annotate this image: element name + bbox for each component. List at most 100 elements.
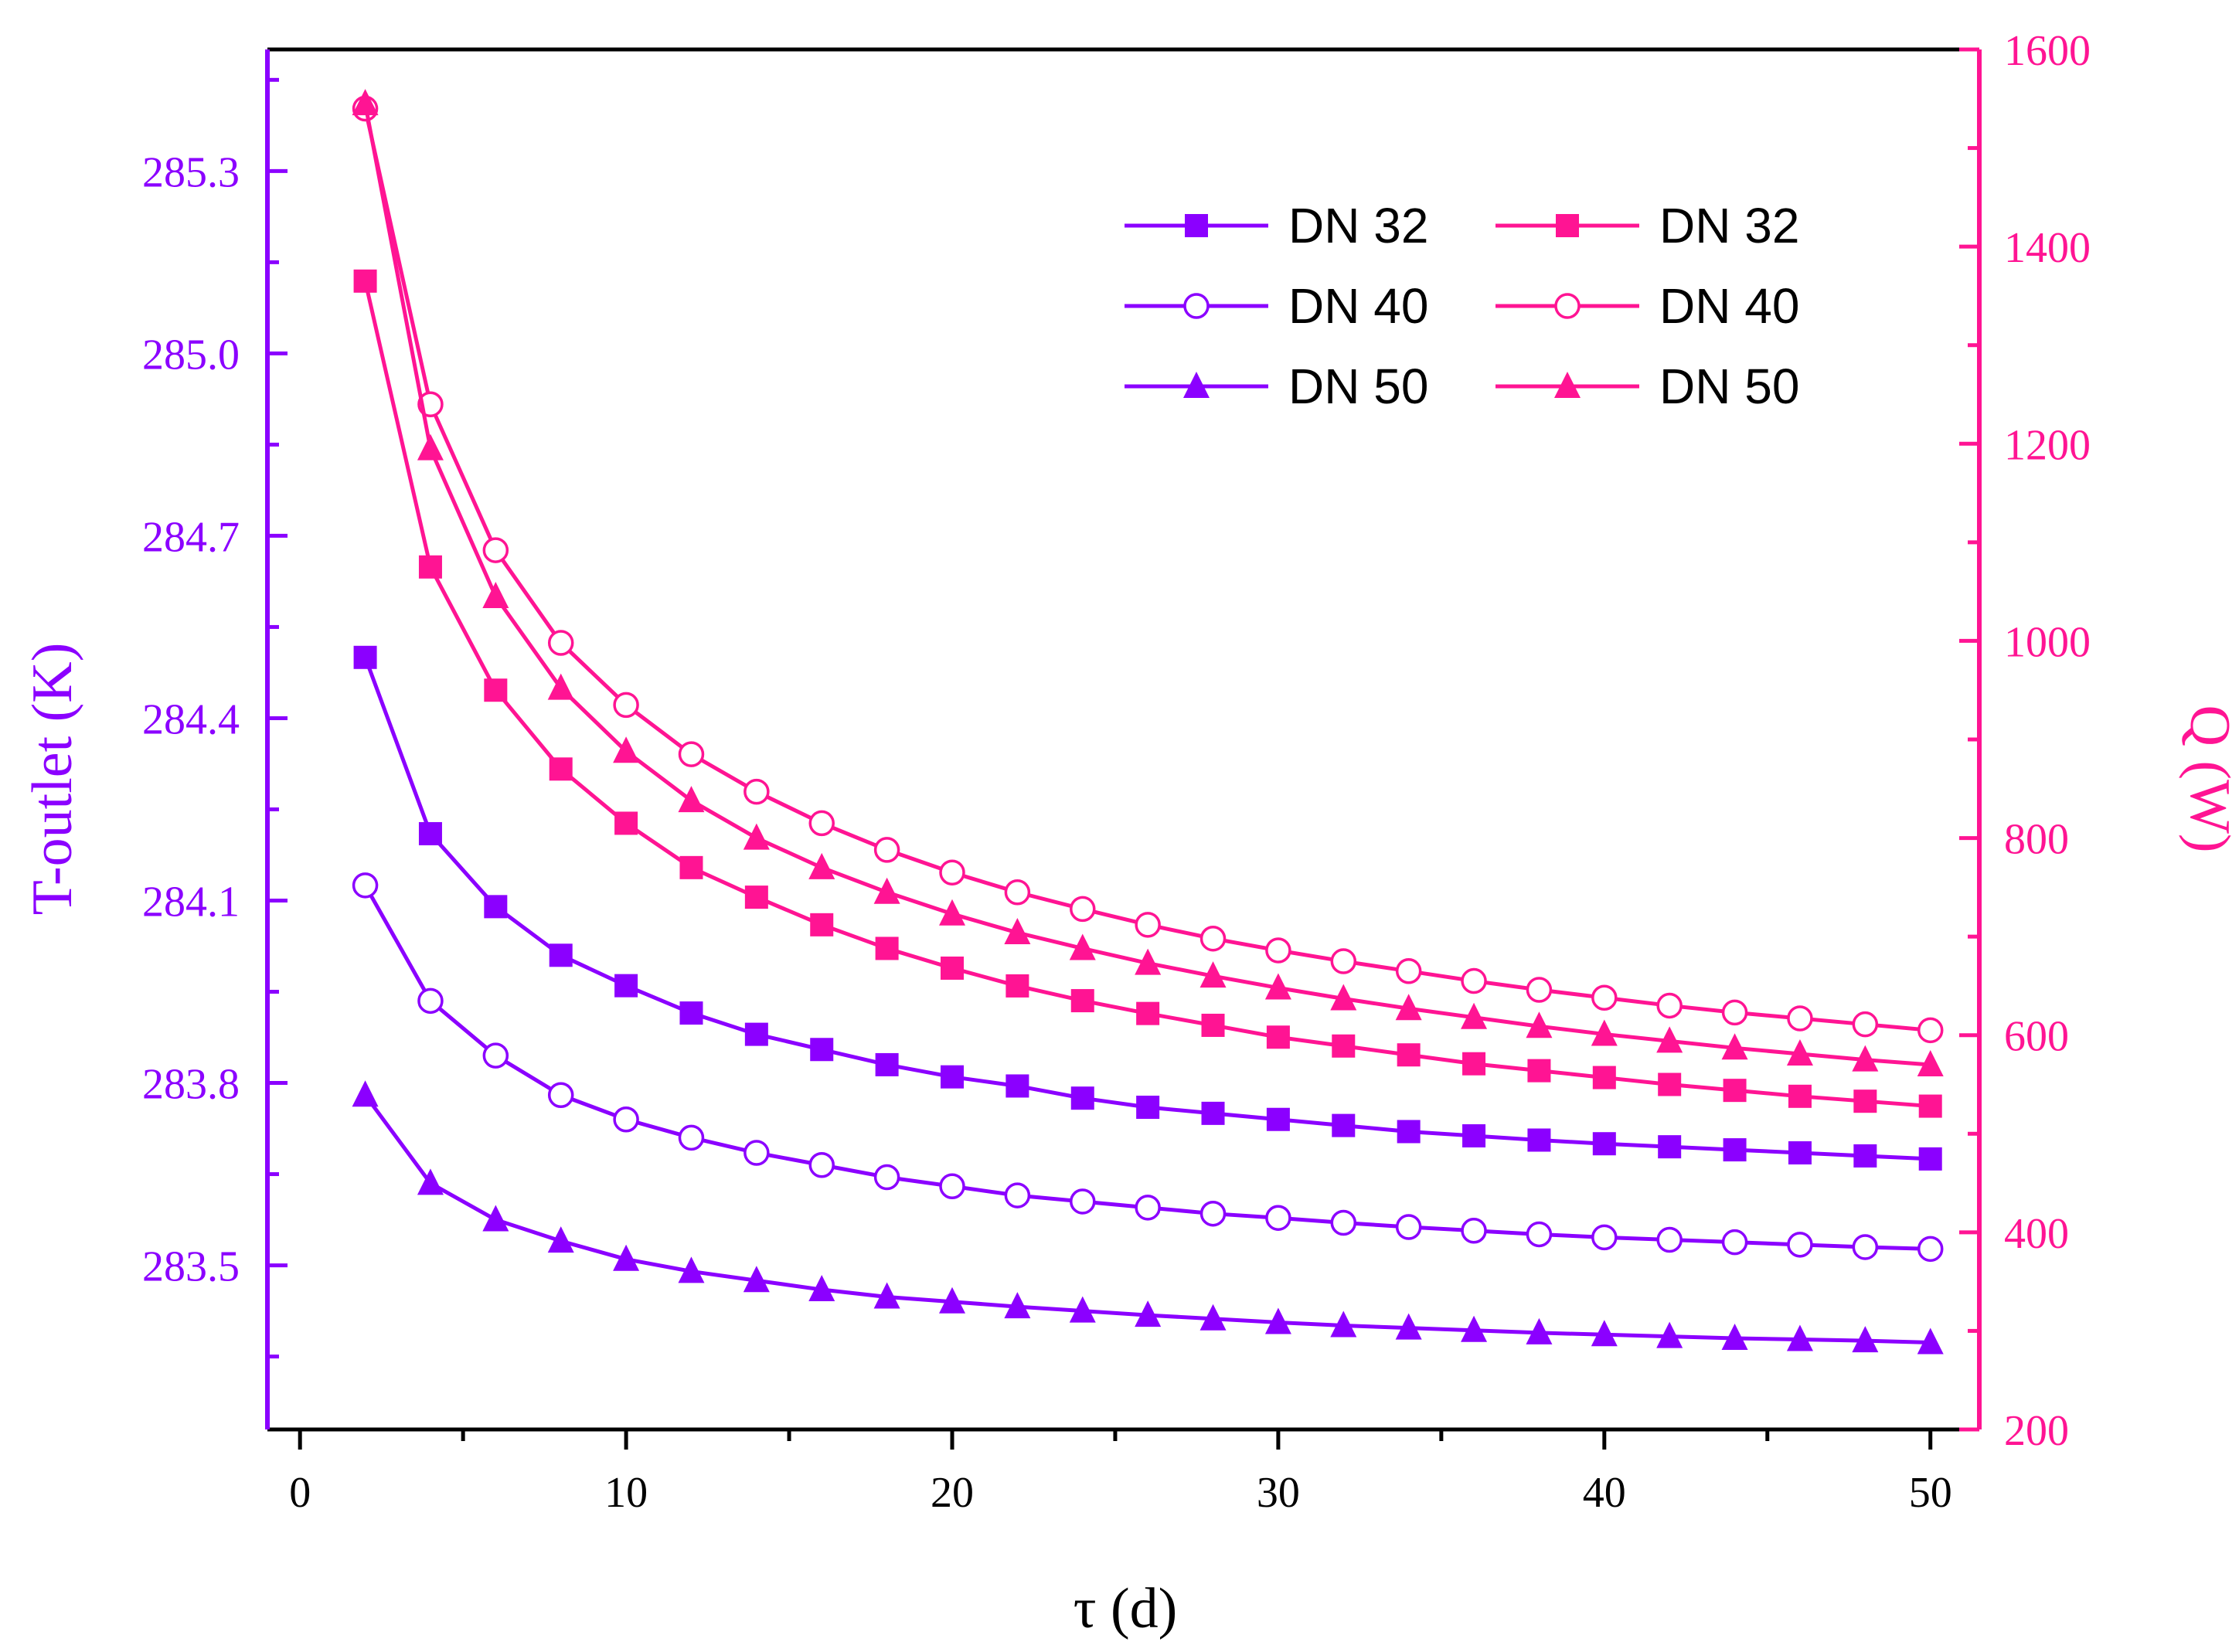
data-point (1461, 1315, 1488, 1342)
data-point (417, 433, 444, 461)
y-right-tick-label: 200 (2004, 1407, 2069, 1455)
data-point (1917, 1327, 1944, 1355)
x-tick-label: 30 (1257, 1469, 1300, 1517)
legend-label: DN 32 (1659, 198, 1799, 253)
data-point (352, 89, 379, 116)
data-point (482, 1205, 509, 1232)
data-point (1852, 1045, 1879, 1072)
data-point (1462, 1052, 1486, 1076)
legend-marker (1183, 293, 1210, 319)
series-line (363, 884, 1931, 1251)
y-right-tick-label: 1400 (2004, 224, 2091, 272)
data-point (484, 895, 508, 919)
y-right-tick-label: 1000 (2004, 618, 2091, 666)
y-left-tick-label: 283.5 (142, 1243, 240, 1291)
data-point (1591, 1224, 1618, 1251)
data-point (1265, 937, 1291, 964)
data-point (547, 630, 574, 656)
data-point (613, 1106, 639, 1133)
data-point (1332, 1034, 1356, 1058)
data-point (418, 555, 442, 579)
data-point (1591, 1320, 1618, 1347)
data-point (873, 1164, 900, 1191)
data-point (1592, 1132, 1616, 1156)
legend-label: DN 50 (1288, 359, 1428, 414)
data-point (1330, 984, 1357, 1011)
data-point (1852, 1326, 1879, 1353)
series-left-dn40 (352, 872, 1944, 1263)
data-point (482, 1042, 509, 1069)
data-point (1788, 1084, 1812, 1108)
data-point (743, 1140, 770, 1166)
data-point (939, 859, 965, 885)
legend-label: DN 40 (1659, 278, 1799, 334)
axes-layer: 0 10 20 30 40 50 283.5 283.8 284.1 284.4 284.7 285.… (142, 27, 2091, 1517)
data-point (1070, 989, 1094, 1013)
data-point (875, 1052, 899, 1076)
data-point (417, 1168, 444, 1195)
data-point (1201, 1013, 1225, 1037)
data-point (1461, 1002, 1488, 1029)
data-point (1526, 1317, 1553, 1344)
series-right-dn32 (353, 269, 1942, 1118)
data-point (1658, 1072, 1682, 1096)
legend-marker (1554, 372, 1581, 398)
x-tick-label: 40 (1583, 1469, 1626, 1517)
y-axis-left-title: T-outlet (K) (21, 643, 84, 916)
data-point (1069, 933, 1096, 960)
y-right-tick-label: 800 (2004, 816, 2069, 864)
data-point (678, 786, 705, 813)
data-point (1721, 1323, 1748, 1350)
data-point (1527, 1128, 1551, 1152)
data-point (1461, 967, 1487, 994)
data-point (1266, 1107, 1290, 1131)
y-left-tick-label: 283.8 (142, 1061, 240, 1109)
y-right-tick-label: 600 (2004, 1013, 2069, 1061)
legend-label: DN 32 (1288, 198, 1428, 253)
data-point (1723, 1138, 1747, 1162)
data-point (1201, 1101, 1225, 1125)
data-point (417, 987, 444, 1015)
data-point (808, 810, 835, 837)
data-point (484, 678, 508, 702)
data-point (1721, 999, 1748, 1026)
data-point (1006, 974, 1029, 998)
data-point (744, 885, 768, 909)
data-point (1853, 1144, 1877, 1168)
data-point (352, 872, 379, 899)
data-point (1788, 1141, 1812, 1165)
data-point (352, 1080, 379, 1107)
data-point (810, 1038, 834, 1062)
data-point (1461, 1217, 1487, 1244)
data-point (1199, 1200, 1227, 1227)
data-point (1395, 994, 1422, 1021)
data-point (547, 1082, 574, 1109)
data-point (614, 974, 638, 998)
data-point (1006, 1074, 1029, 1098)
y-right-tick-label: 1600 (2004, 27, 2091, 75)
data-point (353, 645, 377, 669)
data-point (873, 1282, 900, 1309)
data-point (1918, 1094, 1942, 1118)
y-left-tick-label: 284.7 (142, 513, 240, 561)
data-point (1786, 1324, 1813, 1351)
data-point (482, 537, 509, 563)
data-point (1786, 1038, 1813, 1066)
data-point (808, 1275, 835, 1302)
data-point (549, 943, 573, 967)
data-point (679, 855, 703, 879)
data-point (353, 269, 377, 293)
data-point (678, 1124, 705, 1151)
data-point (1656, 1226, 1683, 1253)
y-right-tick-label: 400 (2004, 1210, 2069, 1258)
data-point (1330, 1209, 1357, 1236)
y-right-tick-label: 1200 (2004, 421, 2091, 469)
data-point (1004, 879, 1031, 906)
data-point (1853, 1089, 1877, 1113)
series-line (363, 656, 1931, 1161)
data-point (1395, 1214, 1422, 1240)
x-tick-label: 0 (289, 1469, 311, 1517)
data-point (482, 582, 509, 609)
data-point (1264, 973, 1291, 1000)
data-point (875, 936, 899, 960)
